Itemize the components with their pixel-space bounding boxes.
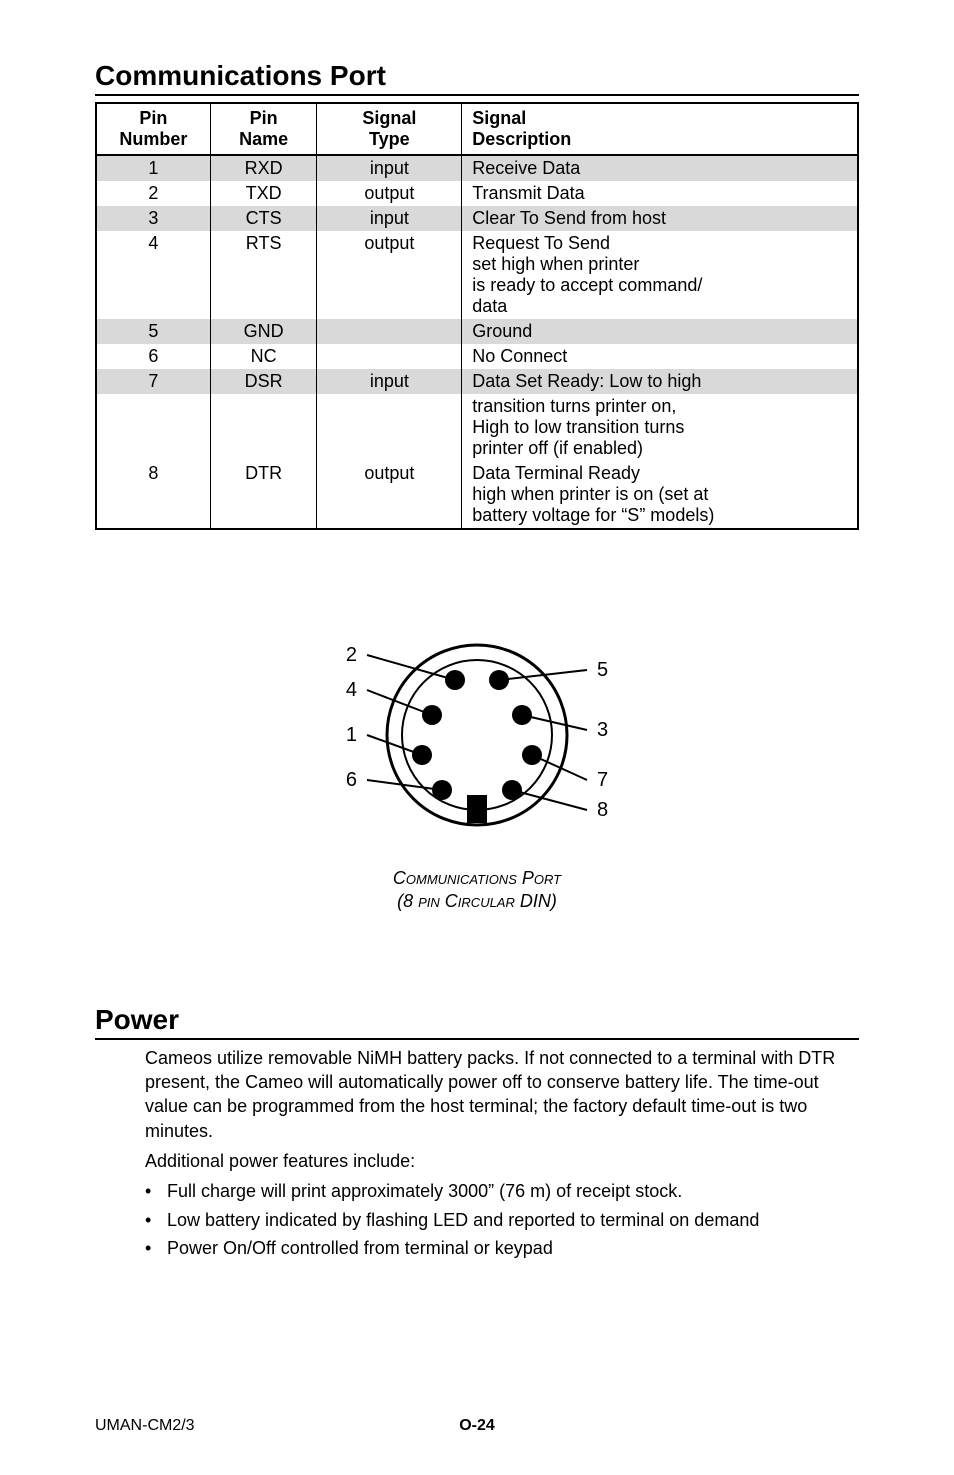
comm-port-title: Communications Port	[95, 60, 859, 96]
header-text: Pin	[139, 108, 167, 128]
table-cell: Request To Sendset high when printeris r…	[462, 231, 858, 319]
table-cell: output	[317, 181, 462, 206]
table-row: 4RTSoutputRequest To Sendset high when p…	[96, 231, 858, 319]
diagram-caption: Communications Port (8 pin Circular DIN)	[95, 867, 859, 914]
pin-label: 7	[597, 769, 608, 791]
table-cell: RXD	[210, 155, 317, 181]
table-cell	[210, 394, 317, 461]
pin-label: 5	[597, 659, 608, 681]
table-cell: TXD	[210, 181, 317, 206]
table-cell: DSR	[210, 369, 317, 394]
list-item: Low battery indicated by flashing LED an…	[145, 1208, 859, 1232]
header-text: Signal	[362, 108, 416, 128]
page-footer: UMAN-CM2/3 O-24	[95, 1417, 859, 1435]
pin-table: Pin Number Pin Name Signal Type Signal D…	[95, 102, 859, 530]
table-cell: CTS	[210, 206, 317, 231]
footer-doc-id: UMAN-CM2/3	[95, 1417, 195, 1435]
col-header-pin-number: Pin Number	[96, 103, 210, 155]
table-row: 1RXDinputReceive Data	[96, 155, 858, 181]
table-cell: GND	[210, 319, 317, 344]
table-row: 2TXDoutputTransmit Data	[96, 181, 858, 206]
table-cell: RTS	[210, 231, 317, 319]
table-cell: 6	[96, 344, 210, 369]
header-text: Name	[239, 129, 288, 149]
table-cell: input	[317, 155, 462, 181]
col-header-signal-desc: Signal Description	[462, 103, 858, 155]
table-cell: 1	[96, 155, 210, 181]
table-cell: Transmit Data	[462, 181, 858, 206]
table-cell: Ground	[462, 319, 858, 344]
table-row: transition turns printer on,High to low …	[96, 394, 858, 461]
table-cell: output	[317, 461, 462, 529]
table-cell	[317, 394, 462, 461]
table-cell: 5	[96, 319, 210, 344]
power-paragraph: Cameos utilize removable NiMH battery pa…	[145, 1046, 859, 1143]
power-bullet-list: Full charge will print approximately 300…	[145, 1179, 859, 1260]
table-row: 8DTRoutputData Terminal Readyhigh when p…	[96, 461, 858, 529]
table-cell: Receive Data	[462, 155, 858, 181]
table-cell: No Connect	[462, 344, 858, 369]
table-row: 6NC No Connect	[96, 344, 858, 369]
table-cell: output	[317, 231, 462, 319]
table-cell: 7	[96, 369, 210, 394]
table-cell: 2	[96, 181, 210, 206]
table-cell: Clear To Send from host	[462, 206, 858, 231]
table-cell: 8	[96, 461, 210, 529]
header-text: Number	[119, 129, 187, 149]
pin-label: 2	[346, 644, 357, 666]
table-cell: transition turns printer on,High to low …	[462, 394, 858, 461]
pin-label: 1	[346, 724, 357, 746]
table-row: 3CTSinputClear To Send from host	[96, 206, 858, 231]
header-text: Type	[369, 129, 410, 149]
table-row: 7DSRinputData Set Ready: Low to high	[96, 369, 858, 394]
list-item: Full charge will print approximately 300…	[145, 1179, 859, 1203]
power-paragraph: Additional power features include:	[145, 1149, 859, 1173]
caption-line: Communications Port	[393, 868, 561, 888]
pin-label: 6	[346, 769, 357, 791]
din-connector-svg: 2 4 1 6 5 3 7 8	[262, 600, 692, 850]
power-title: Power	[95, 1004, 859, 1040]
table-cell: input	[317, 369, 462, 394]
footer-page-number: O-24	[459, 1417, 495, 1435]
header-text: Signal	[472, 108, 526, 128]
list-item: Power On/Off controlled from terminal or…	[145, 1236, 859, 1260]
table-cell: input	[317, 206, 462, 231]
table-cell	[96, 394, 210, 461]
pin-label: 3	[597, 719, 608, 741]
pin-label: 4	[346, 679, 357, 701]
caption-line: (8 pin Circular DIN)	[397, 891, 557, 911]
table-cell: 4	[96, 231, 210, 319]
table-cell	[317, 319, 462, 344]
table-cell: DTR	[210, 461, 317, 529]
pin-label: 8	[597, 799, 608, 821]
table-cell: Data Terminal Readyhigh when printer is …	[462, 461, 858, 529]
connector-diagram: 2 4 1 6 5 3 7 8 Communications Port (8 pin Circ…	[95, 600, 859, 914]
col-header-pin-name: Pin Name	[210, 103, 317, 155]
header-text: Description	[472, 129, 571, 149]
table-cell: 3	[96, 206, 210, 231]
col-header-signal-type: Signal Type	[317, 103, 462, 155]
table-cell: NC	[210, 344, 317, 369]
table-row: 5GND Ground	[96, 319, 858, 344]
table-cell	[317, 344, 462, 369]
header-text: Pin	[250, 108, 278, 128]
table-cell: Data Set Ready: Low to high	[462, 369, 858, 394]
